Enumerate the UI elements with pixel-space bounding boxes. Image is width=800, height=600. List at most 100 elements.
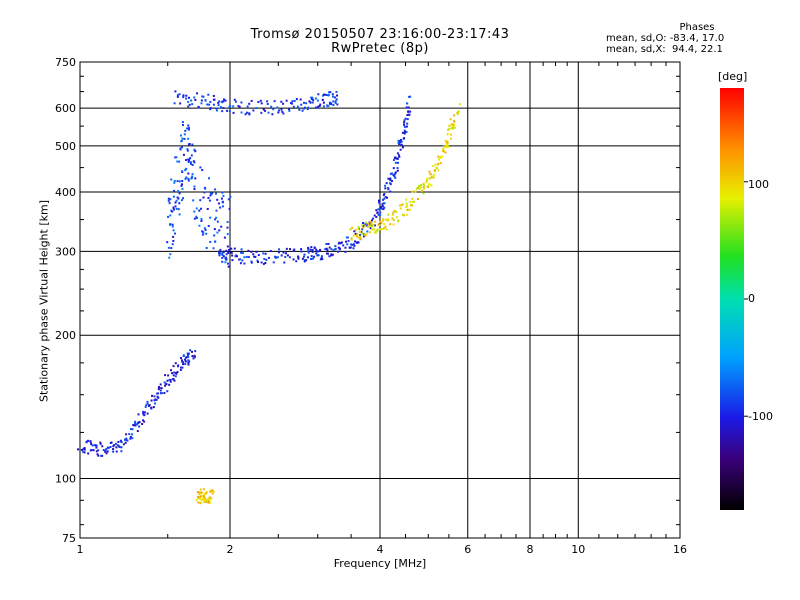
echo-point <box>168 383 171 386</box>
echo-point <box>202 196 205 199</box>
echo-point <box>271 113 274 116</box>
echo-point <box>200 217 203 220</box>
echo-point <box>288 108 291 111</box>
echo-point <box>408 113 411 116</box>
echo-point <box>384 187 387 190</box>
echo-point <box>389 223 392 226</box>
echo-point <box>128 433 131 436</box>
echo-point <box>101 445 104 448</box>
echo-point <box>322 105 325 108</box>
echo-point <box>310 255 313 258</box>
echo-point <box>309 248 312 251</box>
echo-point <box>187 363 190 366</box>
echo-point <box>226 226 229 229</box>
echo-point <box>195 217 198 220</box>
echo-point <box>355 241 358 244</box>
echo-point <box>373 224 376 227</box>
echo-point <box>379 228 382 231</box>
echo-point <box>383 202 386 205</box>
echo-point <box>335 90 338 93</box>
echo-point <box>403 132 406 135</box>
echo-point <box>136 422 139 425</box>
echo-point <box>398 155 401 158</box>
echo-point <box>300 103 303 106</box>
echo-point <box>202 230 205 233</box>
echo-point <box>306 256 309 259</box>
echo-point <box>208 199 211 202</box>
echo-point <box>288 109 291 112</box>
echo-point <box>396 161 399 164</box>
echo-point <box>202 500 205 503</box>
echo-point <box>428 177 431 180</box>
echo-point <box>395 216 398 219</box>
echo-point <box>167 197 170 200</box>
echo-point <box>336 103 339 106</box>
echo-point <box>407 110 410 113</box>
echo-point <box>229 195 232 198</box>
echo-point <box>352 247 355 250</box>
echo-point <box>382 194 385 197</box>
echo-point <box>283 261 286 264</box>
echo-point <box>194 350 197 353</box>
echo-point <box>156 395 159 398</box>
echo-point <box>197 501 200 504</box>
echo-point <box>282 251 285 254</box>
echo-point <box>110 441 113 444</box>
echo-point <box>401 146 404 149</box>
echo-point <box>446 140 449 143</box>
echo-point <box>255 250 258 253</box>
echo-point <box>444 151 447 154</box>
echo-point <box>403 123 406 126</box>
echo-point <box>309 101 312 104</box>
echo-point <box>317 250 320 253</box>
echo-point <box>189 162 192 165</box>
echo-point <box>184 169 187 172</box>
echo-point <box>224 99 227 102</box>
echo-point <box>208 496 211 499</box>
echo-point <box>313 255 316 258</box>
echo-point <box>182 153 185 156</box>
echo-point <box>364 223 367 226</box>
echo-point <box>215 209 218 212</box>
echo-point <box>90 443 93 446</box>
echo-point <box>198 493 201 496</box>
echo-point <box>117 440 120 443</box>
echo-point <box>178 160 181 163</box>
echo-point <box>90 449 93 452</box>
echo-point <box>306 108 309 111</box>
echo-point <box>253 255 256 258</box>
echo-point <box>187 105 190 108</box>
echo-point <box>328 246 331 249</box>
echo-point <box>397 219 400 222</box>
echo-point <box>106 450 109 453</box>
echo-point <box>308 100 311 103</box>
echo-point <box>370 225 373 228</box>
echo-point <box>330 253 333 256</box>
plot-frame <box>79 61 681 539</box>
echo-point <box>192 199 195 202</box>
echo-point <box>428 170 431 173</box>
echo-point <box>185 94 188 97</box>
echo-point <box>371 228 374 231</box>
echo-point <box>301 257 304 260</box>
echo-point <box>191 163 194 166</box>
x-tick-label: 1 <box>77 543 84 556</box>
echo-point <box>226 233 229 236</box>
echo-point <box>133 422 136 425</box>
echo-point <box>450 123 453 126</box>
echo-point <box>425 181 428 184</box>
echo-point <box>293 248 296 251</box>
echo-point <box>222 251 225 254</box>
echo-point <box>220 252 223 255</box>
echo-point <box>327 105 330 108</box>
echo-point <box>175 199 178 202</box>
echo-point <box>337 250 340 253</box>
echo-point <box>209 240 212 243</box>
echo-point <box>387 213 390 216</box>
echo-point <box>406 102 409 105</box>
echo-point <box>379 214 382 217</box>
phase-stats: Phases mean, sd,O: -83.4, 17.0 mean, sd,… <box>606 22 776 55</box>
echo-point <box>289 102 292 105</box>
echo-point <box>422 187 425 190</box>
echo-point <box>210 497 213 500</box>
